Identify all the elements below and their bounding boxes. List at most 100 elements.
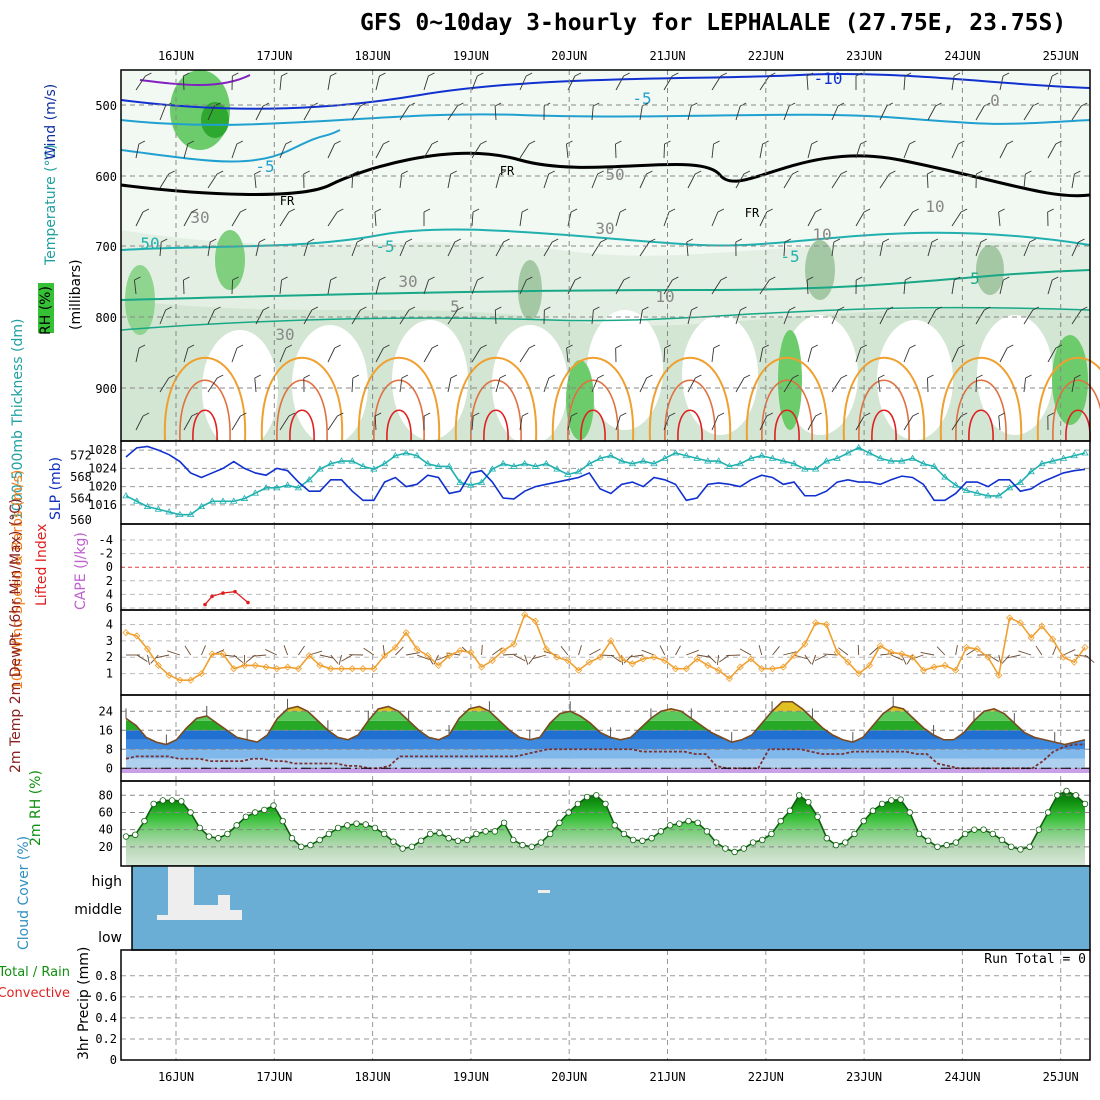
- temp-contour-25: [192, 409, 218, 442]
- rh2m-point: [168, 797, 176, 804]
- wind10m-barb: [492, 647, 503, 656]
- rh2m-point: [768, 830, 775, 838]
- thickness-point: [327, 459, 335, 467]
- day-label-bottom: 21JUN: [649, 1070, 685, 1084]
- wind10m-barb: [416, 654, 430, 660]
- rh2m-point: [712, 839, 720, 846]
- wind-barb: [927, 102, 942, 121]
- wind10m-barb: [338, 654, 342, 665]
- wind-barb: [254, 170, 261, 189]
- rh2m-point: [178, 798, 185, 805]
- temp-contour-25: [580, 409, 606, 442]
- wind10m-point: [510, 640, 518, 648]
- wind10m-point: [122, 629, 130, 637]
- temp-contour-20: [276, 379, 328, 442]
- dry-pocket: [492, 325, 568, 445]
- thickness-point: [995, 492, 1003, 499]
- thickness-point: [208, 497, 216, 504]
- thickness-point: [1038, 459, 1046, 467]
- dry-pocket: [587, 310, 663, 430]
- isotherm-minus10: [120, 73, 1091, 110]
- rh2m-point: [159, 797, 167, 804]
- thickness-point: [1070, 451, 1078, 459]
- wind10m-point: [284, 663, 292, 671]
- contour-label: 5: [450, 297, 460, 316]
- contour-label: 10: [655, 287, 674, 306]
- wind10m-point: [553, 653, 561, 661]
- wind-barb: [998, 412, 1005, 431]
- wind-barb: [639, 238, 656, 257]
- wind10m-barb: [1052, 645, 1057, 656]
- rh2m-point: [454, 837, 462, 845]
- wind10m-barb: [330, 654, 339, 664]
- cloud-bar: [168, 866, 194, 920]
- wind10m-barb: [719, 654, 730, 663]
- rh2m-point: [915, 830, 923, 838]
- wind10m-point: [607, 637, 615, 645]
- wind-barb: [351, 238, 364, 257]
- thickness-point: [951, 481, 960, 488]
- rh2m-point: [334, 824, 342, 832]
- wind-barb: [951, 208, 968, 227]
- wind10m-line: [125, 613, 1086, 681]
- rh2m-panel: 20 40 60 80 2m RH (%): [28, 770, 1091, 867]
- wind-barb: [615, 140, 622, 159]
- rh2m-point: [270, 802, 277, 809]
- day-label-bottom: 23JUN: [846, 1070, 882, 1084]
- temp-band: [121, 692, 1090, 702]
- wind-barb: [133, 276, 141, 295]
- rh2m-point: [842, 839, 849, 846]
- wind10m-point: [715, 666, 723, 674]
- wind10m-barb: [395, 646, 404, 656]
- wind-barb: [231, 412, 247, 431]
- wind-barb: [447, 374, 458, 393]
- wind-barb: [374, 208, 382, 227]
- day-label-top: 21JUN: [649, 49, 685, 63]
- wind10m-point: [251, 661, 259, 669]
- temp-tick-label: 0: [106, 761, 113, 775]
- wind-barb: [831, 238, 841, 257]
- wind-barb: [471, 140, 487, 159]
- wind-barb: [879, 238, 890, 257]
- wind-barb: [159, 238, 168, 257]
- thickness-point: [1059, 454, 1068, 461]
- li-point: [221, 591, 225, 595]
- rh2m-point: [777, 817, 784, 825]
- wind-barb: [1047, 276, 1059, 295]
- wind-tick-label: 1: [106, 667, 113, 681]
- wind10m-point: [661, 656, 669, 665]
- wind-barb: [927, 374, 934, 393]
- rh2m-point: [491, 828, 499, 835]
- wind-barb: [327, 72, 337, 91]
- wind10m-point: [790, 652, 798, 660]
- wind-barb: [903, 412, 919, 431]
- rh2m-point: [408, 843, 416, 851]
- wind-barb: [279, 208, 296, 227]
- temp-contour-15: [454, 356, 538, 442]
- wind-barb: [615, 208, 627, 227]
- thickness-point: [585, 459, 594, 467]
- wind-barb: [663, 276, 679, 295]
- wind-barb: [855, 208, 871, 227]
- wind10m-barb: [880, 652, 895, 656]
- contour-label: 50: [140, 234, 159, 253]
- rh2m-point: [851, 830, 858, 838]
- rh2m-point: [1017, 846, 1024, 853]
- wind10m-point: [682, 665, 690, 673]
- thickness-tick-label: 568: [70, 470, 92, 484]
- wind10m-point: [671, 665, 680, 673]
- wind10m-point: [736, 663, 744, 671]
- rh2m-point: [759, 836, 766, 844]
- temp-contour-15: [842, 356, 926, 442]
- dewpt2m-line: [125, 743, 1085, 770]
- wind10m-barb: [772, 646, 780, 656]
- wind-barb: [1071, 238, 1085, 257]
- wind-barb: [543, 374, 556, 393]
- thickness-point: [865, 449, 874, 456]
- wind10m-barb: [155, 654, 170, 659]
- dry-pocket: [782, 315, 858, 435]
- wind10m-point: [941, 661, 949, 669]
- thickness-point: [682, 451, 691, 459]
- thickness-point: [1027, 468, 1035, 475]
